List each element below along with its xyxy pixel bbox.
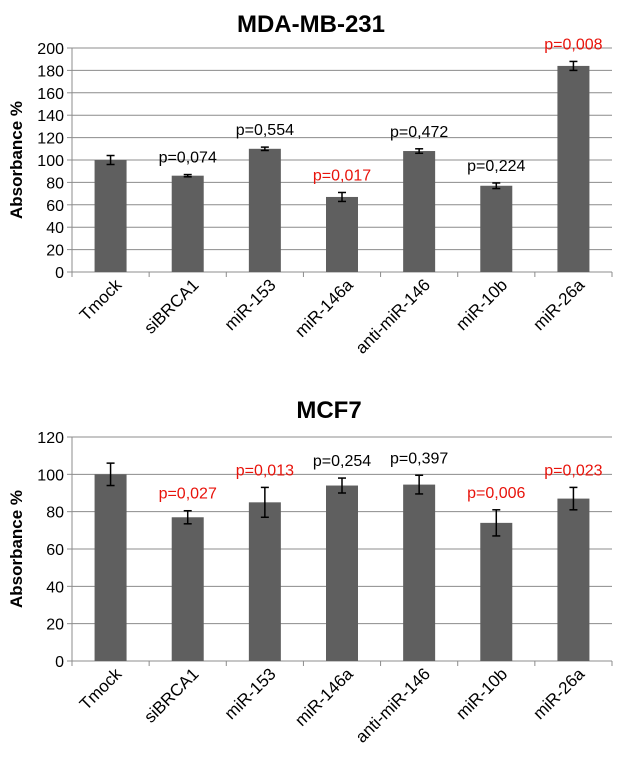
p-value-label: p=0,554 [236,122,294,139]
bar [557,65,590,272]
p-value-label: p=0,224 [467,158,525,175]
bar [557,498,590,661]
category-label: siBRCA1 [140,275,202,337]
bar [326,485,358,661]
category-label: miR-146a [291,664,357,730]
category-label: Tmock [76,664,126,714]
p-value-label: p=0,472 [390,124,448,141]
p-value-label: p=0,013 [236,462,294,479]
category-label: Tmock [76,275,126,325]
chart-mda-mb-231: MDA-MB-231 Absorbance % 0 20 40 60 80 100 120 1… [7,11,613,358]
y-tick-label: 100 [37,467,64,484]
p-value-label: p=0,006 [467,485,525,502]
category-label: anti-miR-146 [352,275,434,357]
bar [171,175,204,272]
bar [480,522,513,661]
y-tick-label: 0 [55,654,64,671]
y-tick-label: 80 [46,505,64,522]
category-label: miR-26a [529,664,588,723]
category-label: miR-153 [221,275,280,334]
p-value-label: p=0,397 [390,450,448,467]
bar [94,160,127,272]
bar [94,474,127,661]
category-label: miR-10b [452,275,511,334]
y-tick-label: 60 [46,542,64,559]
y-tick-label: 20 [46,617,64,634]
chart-title: MCF7 [296,397,361,424]
category-label: miR-10b [452,664,511,723]
y-tick-label: 0 [55,265,64,282]
y-axis-label: Absorbance % [7,101,26,219]
category-label: miR-146a [291,275,357,341]
p-value-label: p=0,008 [544,36,602,53]
category-label: miR-153 [221,664,280,723]
y-tick-label: 40 [46,220,64,237]
bar [171,517,204,661]
y-tick-label: 20 [46,243,64,260]
bar [326,196,358,272]
category-label: anti-miR-146 [352,664,434,746]
y-tick-label: 180 [37,63,64,80]
bar [403,151,436,272]
bar [480,185,513,272]
p-value-label: p=0,017 [313,167,371,184]
y-tick-label: 80 [46,175,64,192]
y-tick-label: 120 [37,131,64,148]
p-value-label: p=0,023 [544,462,602,479]
y-tick-label: 40 [46,579,64,596]
p-value-label: p=0,074 [159,150,217,167]
y-tick-label: 100 [37,153,64,170]
bar [248,502,281,661]
y-axis-label: Absorbance % [7,490,26,608]
bar [403,484,436,661]
p-value-label: p=0,027 [159,486,217,503]
bar [248,148,281,272]
y-tick-label: 60 [46,198,64,215]
y-tick-label: 200 [37,41,64,58]
category-label: siBRCA1 [140,664,202,726]
y-tick-label: 140 [37,108,64,125]
chart-mcf7: MCF7 Absorbance % 0 20 40 60 80 100 120 Tmock p=… [7,397,613,747]
p-value-label: p=0,254 [313,453,371,470]
chart-title: MDA-MB-231 [237,11,385,38]
category-label: miR-26a [529,275,588,334]
y-tick-label: 120 [37,430,64,447]
y-tick-label: 160 [37,86,64,103]
